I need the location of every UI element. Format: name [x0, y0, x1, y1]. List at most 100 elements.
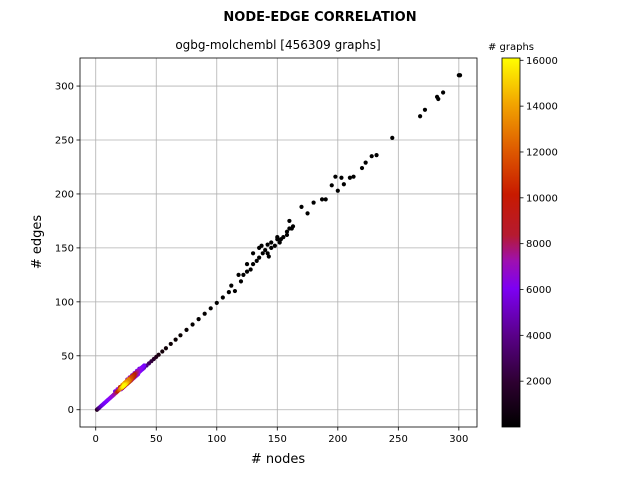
scatter-point: [244, 269, 250, 274]
scatter-point: [263, 247, 268, 253]
scatter-point: [257, 255, 262, 260]
x-axis-ticks: 0 50 100 150 200 250 300: [93, 427, 468, 445]
x-tick-label: 150: [268, 434, 287, 445]
scatter-point: [339, 175, 344, 180]
scatter-point: [269, 245, 274, 250]
scatter-point: [272, 243, 277, 248]
x-axis-label: # nodes: [251, 452, 305, 467]
scatter-point: [265, 242, 270, 247]
scatter-point: [457, 73, 463, 78]
colorbar-tick-label: 14000: [526, 102, 558, 113]
scatter-point: [441, 90, 446, 95]
scatter-point: [284, 229, 290, 234]
scatter-point: [390, 135, 395, 140]
scatter-point: [250, 251, 256, 256]
x-tick-label: 100: [207, 434, 226, 445]
scatter-point: [202, 311, 207, 316]
scatter-point: [335, 188, 340, 193]
scatter-point: [241, 272, 246, 277]
colorbar-tick-label: 12000: [526, 147, 558, 158]
scatter-point: [277, 240, 282, 245]
scatter-point: [284, 232, 290, 238]
scatter-point: [163, 346, 169, 351]
scatter-point: [248, 267, 253, 272]
grid-lines: [80, 58, 477, 427]
scatter-point: [369, 154, 374, 159]
y-tick-label: 100: [55, 297, 74, 308]
scatter-point: [347, 175, 353, 180]
x-tick-label: 0: [93, 434, 99, 445]
scatter-point: [238, 279, 244, 284]
y-tick-label: 150: [55, 243, 74, 254]
scatter-point: [254, 258, 259, 263]
scatter-point: [422, 107, 428, 112]
scatter-point: [196, 317, 201, 322]
scatter-point: [214, 300, 219, 306]
scatter-point: [244, 261, 250, 267]
scatter-point: [178, 333, 183, 338]
scatter-point: [289, 226, 294, 231]
scatter-point: [275, 235, 280, 240]
y-tick-label: 0: [68, 405, 74, 416]
colorbar-tick-label: 8000: [526, 239, 551, 250]
y-axis-ticks: 0 50 100 150 200 250 300: [55, 82, 80, 416]
scatter-point: [329, 183, 334, 188]
x-tick-label: 250: [389, 434, 408, 445]
scatter-point: [299, 204, 304, 209]
colorbar-tick-label: 10000: [526, 193, 558, 204]
scatter-point: [190, 322, 195, 327]
scatter-point: [236, 272, 241, 277]
colorbar-ticks: 2000 4000 6000 8000 10000 12000 14000 16000: [520, 56, 558, 388]
colorbar: [501, 57, 521, 428]
scatter-point: [220, 295, 225, 300]
scatter-point: [323, 197, 328, 202]
scatter-point: [333, 174, 338, 179]
scatter-point: [160, 349, 165, 354]
scatter-point: [266, 254, 271, 259]
y-tick-label: 50: [61, 351, 74, 362]
scatter-point: [250, 261, 256, 267]
scatter-point: [436, 96, 441, 102]
y-tick-label: 250: [55, 136, 74, 147]
x-tick-label: 200: [328, 434, 347, 445]
scatter-point: [173, 337, 178, 342]
scatter-point: [229, 283, 234, 288]
y-tick-label: 200: [55, 189, 74, 200]
colorbar-label: # graphs: [488, 42, 534, 53]
scatter-point: [418, 114, 423, 119]
colorbar-tick-label: 2000: [526, 377, 551, 388]
scatter-point: [287, 218, 292, 224]
scatter-point: [305, 211, 310, 216]
colorbar-tick-label: 4000: [526, 331, 551, 342]
scatter-point: [341, 182, 346, 187]
scatter-point: [363, 160, 368, 165]
scatter-point: [311, 200, 316, 205]
x-tick-label: 300: [449, 434, 468, 445]
scatter-point: [374, 153, 379, 158]
scatter-point: [226, 290, 231, 295]
scatter-point: [319, 197, 325, 202]
y-tick-label: 300: [55, 82, 74, 93]
scatter-points: [94, 73, 463, 412]
plot-frame: [79, 57, 478, 428]
scatter-point: [257, 245, 262, 250]
scatter-point: [232, 288, 238, 294]
scatter-point: [260, 251, 265, 256]
scatter-point: [265, 251, 270, 256]
colorbar-tick-label: 16000: [526, 56, 558, 67]
scatter-point: [359, 165, 365, 171]
y-axis-label: # edges: [30, 215, 45, 270]
scatter-point: [208, 306, 213, 311]
scatter-point: [168, 341, 173, 347]
scatter-point: [121, 383, 126, 389]
scatter-point: [351, 174, 356, 179]
colorbar-tick-label: 6000: [526, 285, 551, 296]
x-tick-label: 50: [150, 434, 163, 445]
scatter-point: [278, 237, 284, 242]
scatter-point: [269, 240, 274, 245]
scatter-point: [184, 327, 189, 332]
chart-title: NODE-EDGE CORRELATION: [223, 10, 416, 25]
chart-subtitle: ogbg-molchembl [456309 graphs]: [175, 38, 380, 52]
